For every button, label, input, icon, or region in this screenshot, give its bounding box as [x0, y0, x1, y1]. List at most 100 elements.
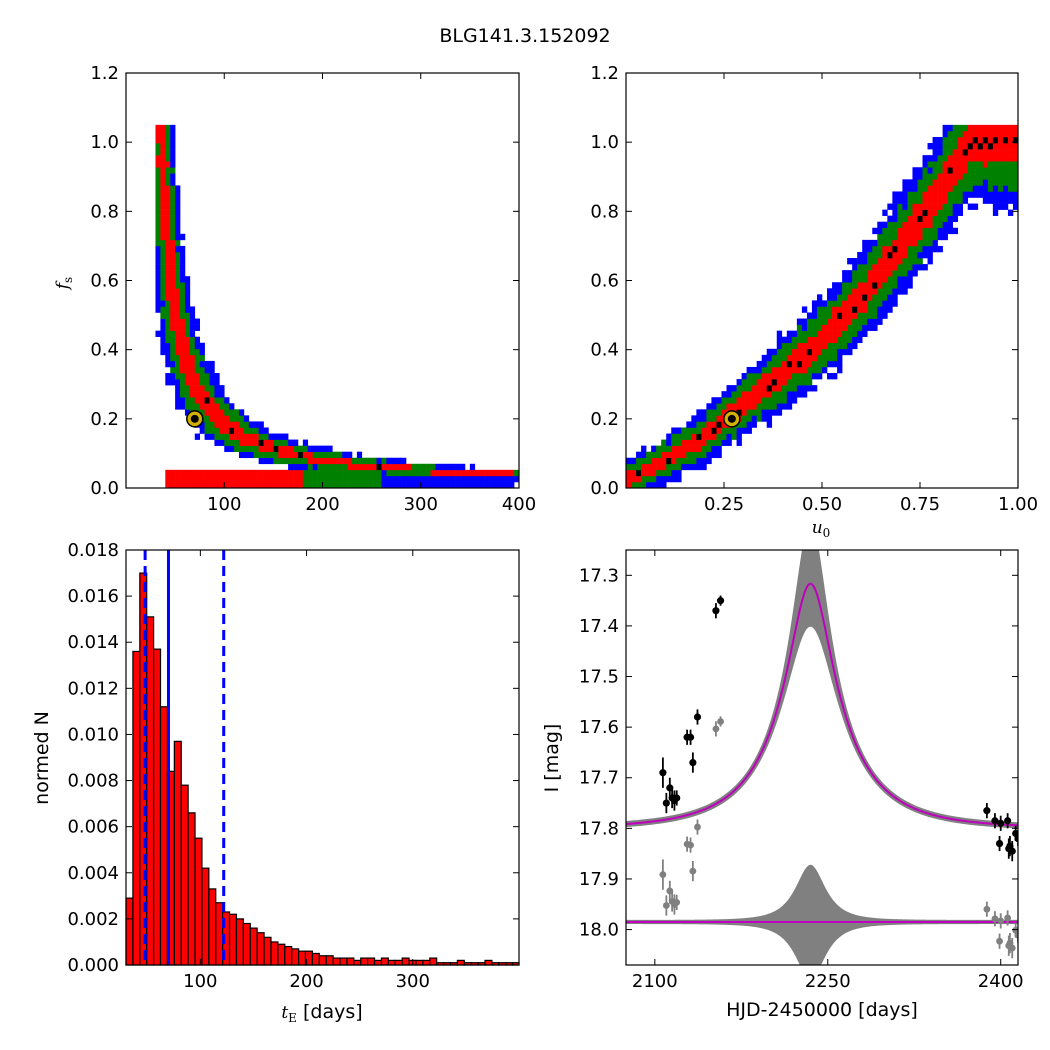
heatmap-cell [234, 439, 240, 446]
heatmap-cell [942, 179, 948, 186]
heatmap-cell [791, 354, 798, 362]
heatmap-cell [842, 276, 848, 283]
heatmap-cell [1012, 203, 1019, 210]
heatmap-cell [170, 481, 176, 489]
heatmap-cell [199, 427, 205, 434]
y-tick-labels: 0.00.20.40.60.81.01.2 [90, 63, 119, 499]
heatmap-cell [917, 191, 923, 198]
heatmap-cell [165, 209, 171, 216]
heatmap-cell [479, 469, 485, 477]
heatmap-cell [361, 469, 368, 477]
heatmap-cell [204, 391, 210, 398]
heatmap-cell [175, 324, 181, 331]
heatmap-cell [165, 179, 171, 186]
heatmap-cell [415, 463, 422, 471]
heatmap-cell [160, 124, 166, 132]
heatmap-cell [801, 318, 808, 325]
heatmap-cell [967, 124, 974, 132]
heatmap-cell [356, 451, 363, 459]
heatmap-cell [194, 403, 200, 410]
heatmap-cell [877, 258, 883, 265]
heatmap-cell [761, 366, 768, 374]
heatmap-cell [258, 445, 264, 452]
heatmap-cell [484, 481, 490, 489]
heatmap-cell [962, 185, 969, 192]
heatmap-cell [816, 306, 823, 313]
heatmap-cell [676, 463, 682, 471]
heatmap-cell [656, 463, 662, 471]
heatmap-cell [317, 463, 323, 471]
heatmap-cell [882, 270, 888, 277]
heatmap-cell [791, 391, 798, 398]
heatmap-cell [832, 360, 838, 368]
heatmap-cell [696, 409, 702, 416]
heatmap-cell [982, 130, 989, 138]
heatmap-cell [509, 481, 515, 489]
heatmap-cell [636, 463, 642, 471]
heatmap-cell [371, 457, 377, 465]
heatmap-cell [327, 457, 333, 465]
heatmap-cell [646, 475, 652, 483]
heatmap-cell [1002, 185, 1009, 192]
heatmap-cell [1012, 185, 1019, 192]
heatmap-cell [741, 409, 747, 416]
heatmap-cell [997, 155, 1004, 162]
heatmap-cell [997, 124, 1004, 132]
y-axis-label: I [mag] [541, 724, 563, 793]
data-point [1004, 817, 1012, 825]
heatmap-cell [450, 475, 456, 483]
heatmap-cell [1012, 149, 1019, 156]
heatmap-cell [312, 469, 318, 477]
heatmap-cell [322, 481, 328, 489]
heatmap-cell [224, 469, 230, 477]
heatmap-cell [771, 354, 778, 362]
histogram-bar [394, 959, 403, 966]
heatmap-cell [847, 270, 853, 277]
heatmap-cell [711, 403, 717, 410]
heatmap-cell [716, 415, 722, 422]
heatmap-cell [811, 300, 818, 307]
histogram-bar [270, 941, 279, 966]
heatmap-cell [671, 457, 677, 465]
heatmap-cell [726, 403, 732, 410]
heatmap-cell [932, 239, 938, 247]
heatmap-cell [415, 481, 422, 489]
heatmap-cell [258, 439, 264, 446]
heatmap-cell [726, 391, 732, 398]
heatmap-cell [882, 294, 888, 301]
heatmap-cell [170, 288, 176, 295]
heatmap-cell [651, 475, 657, 483]
residual-point [997, 917, 1005, 925]
histogram-bar [346, 957, 355, 966]
heatmap-cell [862, 258, 868, 265]
heatmap-cell [811, 373, 818, 380]
heatmap-cell [229, 439, 235, 446]
heatmap-cell [731, 403, 737, 410]
histogram-bar [318, 955, 327, 966]
heatmap-cell [857, 282, 863, 289]
heatmap-cell [691, 433, 697, 440]
heatmap-cell [761, 360, 768, 368]
heatmap-cell [184, 366, 191, 374]
heatmap-cell [386, 457, 392, 465]
heatmap-cell [1002, 179, 1009, 186]
heatmap-cell [155, 239, 161, 247]
heatmap-cell [194, 373, 200, 380]
heatmap-cell [381, 469, 387, 477]
heatmap-cell [376, 457, 382, 465]
heatmap-cell [827, 324, 833, 331]
heatmap-cell [761, 397, 768, 404]
heatmap-cell [857, 294, 863, 301]
data-point [659, 769, 667, 777]
heatmap-cell [435, 463, 441, 471]
heatmap-cell [327, 475, 333, 483]
heatmap-cell [170, 251, 176, 259]
heatmap-cell [302, 481, 309, 489]
heatmap-cell [199, 360, 205, 368]
heatmap-cell [165, 197, 171, 204]
heatmap-cell [776, 330, 783, 337]
heatmap-cell [947, 173, 953, 180]
heatmap-cell [837, 336, 843, 344]
heatmap-cell [302, 469, 309, 477]
heatmap-cell [806, 366, 813, 374]
